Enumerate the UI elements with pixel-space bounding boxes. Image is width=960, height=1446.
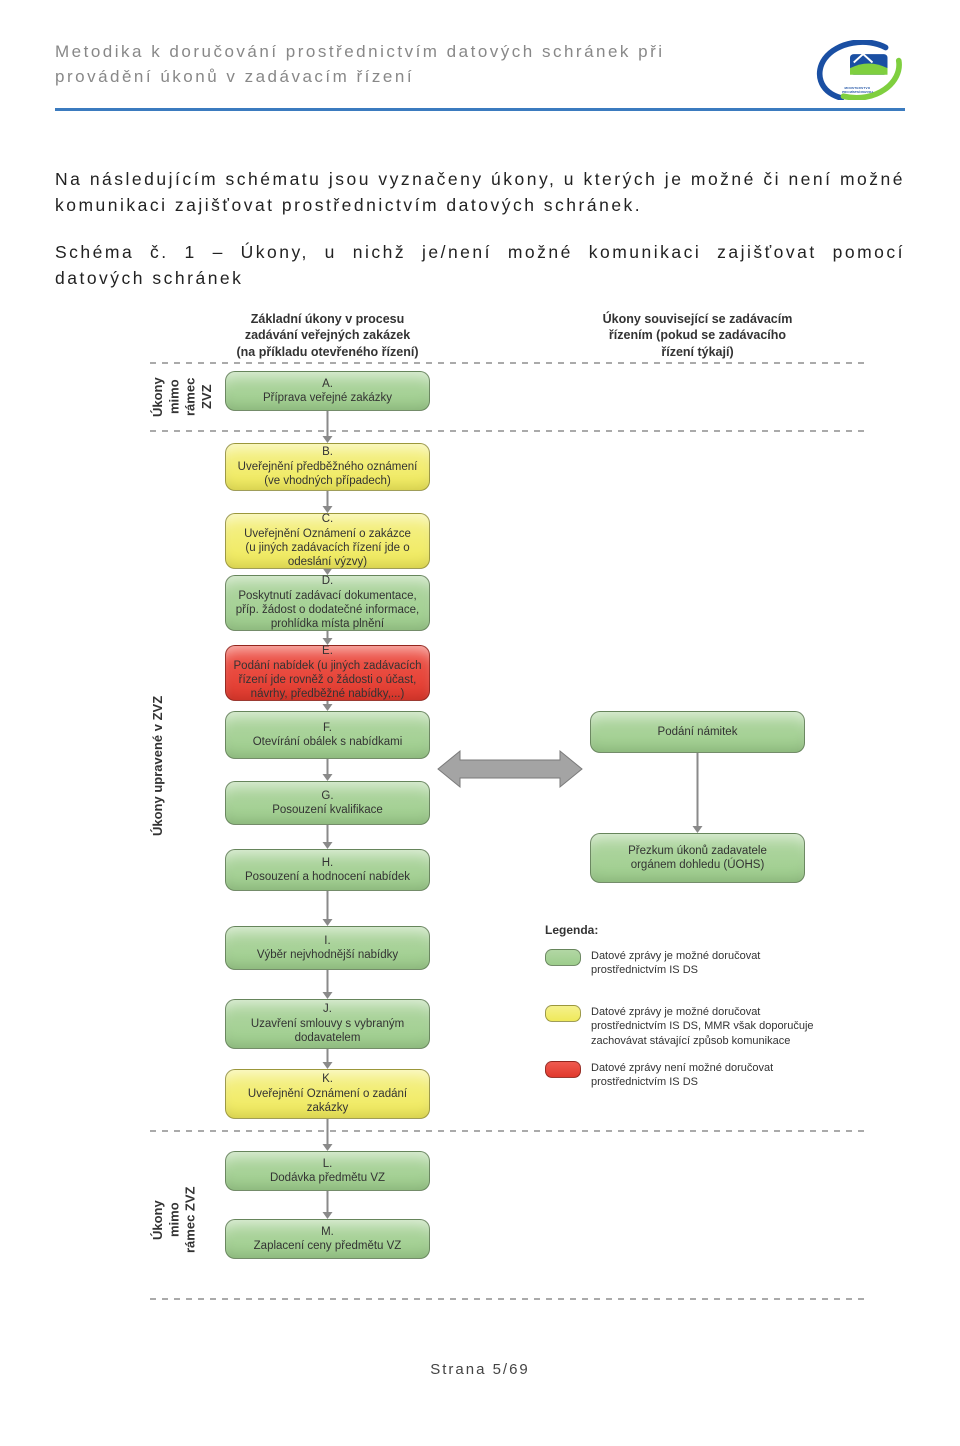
flow-node-C: C.Uveřejnění Oznámení o zakázce(u jiných… — [225, 513, 430, 569]
flow-node-I: I.Výběr nejvhodnější nabídky — [225, 926, 430, 970]
flow-node-K: K.Uveřejnění Oznámení o zadánízakázky — [225, 1069, 430, 1119]
page-footer: Strana 5/69 — [55, 1361, 905, 1378]
svg-text:PRO MÍSTNÍ ROZVOJ: PRO MÍSTNÍ ROZVOJ — [842, 89, 873, 94]
header-divider — [55, 108, 905, 111]
flowchart-diagram: Základní úkony v procesuzadávání veřejný… — [95, 311, 865, 1331]
intro-para-1: Na následujícím schématu jsou vyznačeny … — [55, 166, 905, 219]
legend-item: Datové zprávy není možné doručovatprostř… — [545, 1061, 773, 1090]
legend-item: Datové zprávy je možné doručovatprostřed… — [545, 949, 760, 978]
intro-para-2: Schéma č. 1 – Úkony, u nichž je/není mož… — [55, 239, 905, 292]
page-header: Metodika k doručování prostřednictvím da… — [55, 40, 905, 100]
side-label-2: Úkony upravené v ZVZ — [150, 606, 166, 926]
flow-node-J: J.Uzavření smlouvy s vybranýmdodavatelem — [225, 999, 430, 1049]
flow-node-G: G.Posouzení kvalifikace — [225, 781, 430, 825]
flow-node-F: F.Otevírání obálek s nabídkami — [225, 711, 430, 759]
column-header: Základní úkony v procesuzadávání veřejný… — [210, 311, 445, 360]
header-title-line2: provádění úkonů v zadávacím řízení — [55, 67, 414, 86]
flow-node-D: D.Poskytnutí zadávací dokumentace,příp. … — [225, 575, 430, 631]
flow-node-A: A.Příprava veřejné zakázky — [225, 371, 430, 411]
flow-node-R2: Přezkum úkonů zadavateleorgánem dohledu … — [590, 833, 805, 883]
legend-item: Datové zprávy je možné doručovatprostřed… — [545, 1005, 814, 1048]
flow-node-R1: Podání námitek — [590, 711, 805, 753]
side-label-3: Úkonymimorámec ZVZ — [150, 1161, 199, 1279]
header-title: Metodika k doručování prostřednictvím da… — [55, 40, 665, 89]
legend-text: Datové zprávy je možné doručovatprostřed… — [591, 949, 760, 978]
flow-node-E: E.Podání nabídek (u jiných zadávacíchříz… — [225, 645, 430, 701]
side-label-1: ÚkonymimorámecZVZ — [150, 369, 215, 425]
legend-title: Legenda: — [545, 923, 598, 937]
header-title-line1: Metodika k doručování prostřednictvím da… — [55, 42, 665, 61]
legend-swatch — [545, 949, 581, 966]
flow-node-B: B.Uveřejnění předběžného oznámení(ve vho… — [225, 443, 430, 491]
legend-text: Datové zprávy není možné doručovatprostř… — [591, 1061, 773, 1090]
flow-node-M: M.Zaplacení ceny předmětu VZ — [225, 1219, 430, 1259]
ministry-logo: MINISTERSTVO PRO MÍSTNÍ ROZVOJ — [810, 40, 905, 100]
column-header: Úkony související se zadávacímřízením (p… — [570, 311, 825, 360]
legend-swatch — [545, 1005, 581, 1022]
legend-text: Datové zprávy je možné doručovatprostřed… — [591, 1005, 814, 1048]
flow-node-L: L.Dodávka předmětu VZ — [225, 1151, 430, 1191]
legend-swatch — [545, 1061, 581, 1078]
flow-node-H: H.Posouzení a hodnocení nabídek — [225, 849, 430, 891]
